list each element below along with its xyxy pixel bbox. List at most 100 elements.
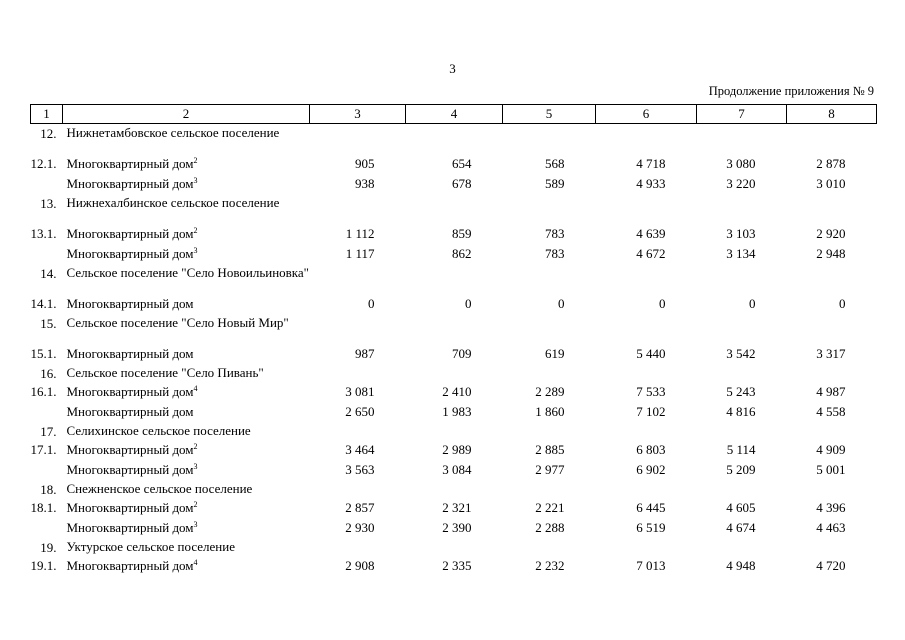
- building-type-label: Многоквартирный дом2: [63, 440, 310, 460]
- value-cell-col-5: 619: [545, 346, 565, 361]
- building-type-row: 16.1. Многоквартирный дом4 3 081 2 410 2 289…: [31, 382, 877, 402]
- value-cell-col-4: 678: [452, 176, 472, 191]
- value-cell-col-5: 2 232: [535, 558, 565, 573]
- building-type-row: 12.1. Многоквартирный дом2 905 654 568 4 718 3…: [31, 154, 877, 174]
- appendix-continuation-note: Продолжение приложения № 9: [708, 84, 874, 98]
- value-cell-col-8: 4 909: [816, 442, 846, 457]
- value-cell-col-3: 987: [355, 346, 375, 361]
- item-number: [31, 460, 63, 480]
- item-number: 15.1.: [30, 346, 57, 361]
- empty-cell: [697, 480, 787, 498]
- building-type-text: Многоквартирный дом: [66, 520, 194, 535]
- item-number: 18.1.: [30, 500, 57, 515]
- building-type-row: 17.1. Многоквартирный дом2 3 464 2 989 2 885…: [31, 440, 877, 460]
- column-header: 3: [309, 104, 406, 124]
- empty-cell: [310, 314, 406, 344]
- value-cell-col-7: 4 816: [726, 404, 756, 419]
- empty-cell: [503, 124, 596, 155]
- building-type-label: Многоквартирный дом2: [63, 498, 310, 518]
- empty-cell: [596, 194, 697, 224]
- empty-cell: [596, 364, 697, 382]
- settlement-name: Нижнетамбовское сельское поселение: [66, 125, 280, 140]
- empty-cell: [787, 194, 877, 224]
- building-type-row: 18.1. Многоквартирный дом2 2 857 2 321 2 221…: [31, 498, 877, 518]
- building-type-label: Многоквартирный дом3: [63, 518, 310, 538]
- value-cell-col-7: 4 605: [726, 500, 756, 515]
- settlement-section-row: 18. Снежненское сельское поселение: [31, 480, 877, 498]
- building-type-text: Многоквартирный дом: [66, 558, 194, 573]
- value-cell-col-4: 859: [452, 226, 472, 241]
- building-type-text: Многоквартирный дом: [66, 442, 194, 457]
- table-body: 12. Нижнетамбовское сельское поселение 12.…: [31, 124, 877, 577]
- value-cell-col-7: 4 948: [726, 558, 756, 573]
- item-number: 19.1.: [30, 558, 57, 573]
- item-number: [31, 174, 63, 194]
- footnote-marker: 2: [193, 500, 198, 509]
- value-cell-col-5: 2 289: [535, 384, 565, 399]
- building-type-row: 14.1. Многоквартирный дом 0 0 0 0 0 0: [31, 294, 877, 314]
- value-cell-col-6: 7 102: [636, 404, 666, 419]
- value-cell-col-3: 3 081: [345, 384, 375, 399]
- building-type-label: Многоквартирный дом3: [63, 244, 310, 264]
- empty-cell: [503, 422, 596, 440]
- empty-cell: [406, 194, 503, 224]
- value-cell-col-7: 3 080: [726, 156, 756, 171]
- value-cell-col-6: 7 533: [636, 384, 666, 399]
- page-number: 3: [449, 61, 456, 76]
- value-cell-col-3: 938: [355, 176, 375, 191]
- value-cell-col-6: 4 639: [636, 226, 666, 241]
- settlement-name: Уктурское сельское поселение: [66, 539, 235, 554]
- value-cell-col-4: 2 321: [442, 500, 472, 515]
- building-type-row: 15.1. Многоквартирный дом 987 709 619 5 440 3 …: [31, 344, 877, 364]
- value-cell-col-5: 0: [558, 296, 565, 311]
- settlement-section-row: 13. Нижнехалбинское сельское поселение: [31, 194, 877, 224]
- empty-cell: [596, 480, 697, 498]
- value-cell-col-8: 4 396: [816, 500, 846, 515]
- building-type-label: Многоквартирный дом: [63, 344, 310, 364]
- column-header: 2: [62, 104, 310, 124]
- item-number: [31, 244, 63, 264]
- empty-cell: [787, 314, 877, 344]
- empty-cell: [310, 480, 406, 498]
- empty-cell: [310, 194, 406, 224]
- empty-cell: [596, 538, 697, 556]
- empty-cell: [406, 314, 503, 344]
- column-number-header-row: 1 2 3 4 5 6 7 8: [30, 104, 877, 124]
- value-cell-col-7: 3 103: [726, 226, 756, 241]
- value-cell-col-4: 654: [452, 156, 472, 171]
- value-cell-col-5: 568: [545, 156, 565, 171]
- section-number: 12.: [40, 126, 57, 141]
- empty-cell: [406, 124, 503, 155]
- empty-cell: [596, 264, 697, 294]
- footnote-marker: 3: [193, 462, 198, 471]
- empty-cell: [596, 314, 697, 344]
- settlement-name: Селихинское сельское поселение: [66, 423, 251, 438]
- value-cell-col-5: 783: [545, 226, 565, 241]
- empty-cell: [503, 538, 596, 556]
- building-type-row: Многоквартирный дом3 2 930 2 390 2 288 6 519…: [31, 518, 877, 538]
- empty-cell: [697, 124, 787, 155]
- value-cell-col-8: 4 558: [816, 404, 846, 419]
- value-cell-col-3: 1 117: [345, 246, 375, 261]
- empty-cell: [503, 264, 596, 294]
- empty-cell: [310, 124, 406, 155]
- section-number: 16.: [40, 366, 57, 381]
- empty-cell: [503, 194, 596, 224]
- item-number: 12.1.: [30, 156, 57, 171]
- building-type-label: Многоквартирный дом4: [63, 382, 310, 402]
- building-type-text: Многоквартирный дом: [66, 404, 194, 419]
- settlement-section-row: 15. Сельское поселение "Село Новый Мир": [31, 314, 877, 344]
- value-cell-col-6: 7 013: [636, 558, 666, 573]
- building-type-label: Многоквартирный дом2: [63, 154, 310, 174]
- building-type-text: Многоквартирный дом: [66, 226, 194, 241]
- section-number: 15.: [40, 316, 57, 331]
- building-type-label: Многоквартирный дом4: [63, 556, 310, 576]
- empty-cell: [697, 264, 787, 294]
- empty-cell: [787, 364, 877, 382]
- empty-cell: [787, 422, 877, 440]
- building-type-label: Многоквартирный дом2: [63, 224, 310, 244]
- building-type-label: Многоквартирный дом3: [63, 174, 310, 194]
- building-type-text: Многоквартирный дом: [66, 462, 194, 477]
- column-header: 6: [595, 104, 697, 124]
- building-type-text: Многоквартирный дом: [66, 500, 194, 515]
